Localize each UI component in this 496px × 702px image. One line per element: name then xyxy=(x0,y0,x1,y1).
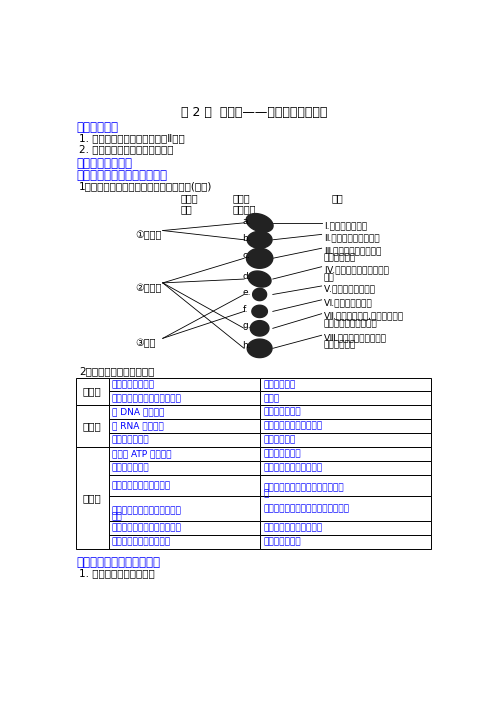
Text: 《重点知识梳理》: 《重点知识梳理》 xyxy=(76,157,132,170)
Text: 伤的细胞器，容噬病菌: 伤的细胞器，容噬病菌 xyxy=(324,319,377,328)
Text: 功能: 功能 xyxy=(332,193,343,203)
Text: 线粒体、叶绻体、核糖体: 线粒体、叶绻体、核糖体 xyxy=(263,523,322,532)
Text: 膜结构
特点: 膜结构 特点 xyxy=(181,193,198,214)
Bar xyxy=(259,496,431,521)
Text: 1．识别细胞器，明确各种细胞器的功能(连线): 1．识别细胞器，明确各种细胞器的功能(连线) xyxy=(79,181,212,191)
Text: f.: f. xyxy=(243,305,248,314)
Bar xyxy=(109,433,259,447)
Text: 保持细胞坚挨: 保持细胞坚挨 xyxy=(324,340,356,350)
Text: 脂质合成车间: 脂质合成车间 xyxy=(324,253,356,263)
Bar xyxy=(259,447,431,461)
Text: Ⅶ.「消化车间」,分解废物、衰: Ⅶ.「消化车间」,分解废物、衰 xyxy=(324,312,404,320)
Text: 胞器: 胞器 xyxy=(112,512,123,522)
Text: 线粒体、叶绻体: 线粒体、叶绻体 xyxy=(263,408,301,417)
Text: c.: c. xyxy=(243,251,250,260)
Text: Ⅱ.有氧呼吸的主要场所: Ⅱ.有氧呼吸的主要场所 xyxy=(324,233,379,242)
Text: 中心体: 中心体 xyxy=(263,394,280,403)
Text: 2．多角度比较各种细胞器: 2．多角度比较各种细胞器 xyxy=(79,366,154,376)
Bar xyxy=(109,405,259,419)
Text: ②单层膜: ②单层膜 xyxy=(135,283,162,293)
Text: 含色素的细胞器: 含色素的细胞器 xyxy=(112,435,149,444)
Text: ③无膜: ③无膜 xyxy=(135,338,156,348)
Text: Ⅳ.蛋白质的加工、分类、: Ⅳ.蛋白质的加工、分类、 xyxy=(324,265,389,274)
Polygon shape xyxy=(252,289,267,300)
Polygon shape xyxy=(248,271,271,287)
Text: Ⅵ.与有丝分裂有关: Ⅵ.与有丝分裂有关 xyxy=(324,298,372,307)
Polygon shape xyxy=(247,249,273,268)
Text: 2. 实验：观察线粒体和叶绻体。: 2. 实验：观察线粒体和叶绻体。 xyxy=(79,145,174,154)
Text: ①双层膜: ①双层膜 xyxy=(135,230,162,241)
Text: 第 2 节  细胞器——系统内的分工合作: 第 2 节 细胞器——系统内的分工合作 xyxy=(181,106,327,119)
Bar xyxy=(259,392,431,405)
Polygon shape xyxy=(246,213,273,232)
Bar xyxy=(109,447,259,461)
Text: e.: e. xyxy=(243,289,251,297)
Text: 能发生碱基互补配对的细胞器: 能发生碱基互补配对的细胞器 xyxy=(112,523,182,532)
Polygon shape xyxy=(252,305,267,317)
Bar xyxy=(109,475,259,496)
Text: 含 DNA 的细胞器: 含 DNA 的细胞器 xyxy=(112,408,164,417)
Text: h.: h. xyxy=(243,341,251,350)
Text: 与蛋白质合成、分泌相关的细: 与蛋白质合成、分泌相关的细 xyxy=(112,506,182,515)
Text: 按分布: 按分布 xyxy=(83,387,102,397)
Bar xyxy=(76,447,109,548)
Text: Ⅷ.调节细胞内的环境，: Ⅷ.调节细胞内的环境， xyxy=(324,333,387,342)
Bar xyxy=(259,378,431,392)
Text: 叶绻体、液泡: 叶绻体、液泡 xyxy=(263,435,296,444)
Text: 与主动运输有关的细胞器: 与主动运输有关的细胞器 xyxy=(112,537,171,546)
Bar xyxy=(259,461,431,475)
Text: 含 RNA 的细胞器: 含 RNA 的细胞器 xyxy=(112,422,163,430)
Polygon shape xyxy=(250,321,269,336)
Bar xyxy=(76,405,109,447)
Polygon shape xyxy=(247,232,272,249)
Polygon shape xyxy=(247,339,272,357)
Text: 包装: 包装 xyxy=(324,273,335,282)
Text: 二、各种生物膜之间的关糳: 二、各种生物膜之间的关糳 xyxy=(76,556,160,569)
Text: 与有丝分裂有关的细胞器: 与有丝分裂有关的细胞器 xyxy=(112,481,171,490)
Text: 动物和低等植物特有的细胞器: 动物和低等植物特有的细胞器 xyxy=(112,394,182,403)
Text: 核糖体、内质网、高尔基体、线粒体: 核糖体、内质网、高尔基体、线粒体 xyxy=(263,504,350,513)
Text: 细胞器
形态结构: 细胞器 形态结构 xyxy=(233,193,256,214)
Bar xyxy=(109,461,259,475)
Bar xyxy=(109,496,259,521)
Text: 1. 主要细胞器的结构和功能（Ⅱ）。: 1. 主要细胞器的结构和功能（Ⅱ）。 xyxy=(79,133,185,143)
Text: 能复制的细胞器: 能复制的细胞器 xyxy=(112,463,149,472)
Text: Ⅰ.光合作用的场所: Ⅰ.光合作用的场所 xyxy=(324,221,367,230)
Bar xyxy=(109,378,259,392)
Text: 1. 生物膜在结构上的联系: 1. 生物膜在结构上的联系 xyxy=(79,569,155,578)
Bar xyxy=(109,419,259,433)
Text: d.: d. xyxy=(243,272,251,281)
Bar xyxy=(76,378,109,405)
Text: 核糖体、线粒体、叶绻体: 核糖体、线粒体、叶绻体 xyxy=(263,422,322,430)
Text: Ⅴ.生产蛋白质的机器: Ⅴ.生产蛋白质的机器 xyxy=(324,284,376,293)
Bar xyxy=(259,521,431,535)
Bar xyxy=(259,405,431,419)
Text: 核糖体、线粒体、高尔基体、中心: 核糖体、线粒体、高尔基体、中心 xyxy=(263,483,344,492)
Text: Ⅲ.蛋白质合成和加工、: Ⅲ.蛋白质合成和加工、 xyxy=(324,246,381,255)
Text: 一、主要细胞器的结构与功能: 一、主要细胞器的结构与功能 xyxy=(76,169,167,182)
Text: 按功能: 按功能 xyxy=(83,493,102,503)
Text: 按成分: 按成分 xyxy=(83,421,102,431)
Text: 《考情解读》: 《考情解读》 xyxy=(76,121,118,134)
Bar xyxy=(109,535,259,548)
Text: 体: 体 xyxy=(263,489,269,498)
Bar xyxy=(109,392,259,405)
Text: g.: g. xyxy=(243,322,251,331)
Bar xyxy=(259,433,431,447)
Text: 植物特有的细胞器: 植物特有的细胞器 xyxy=(112,380,155,389)
Bar xyxy=(109,521,259,535)
Text: 核糖体、线粒体: 核糖体、线粒体 xyxy=(263,537,301,546)
Text: 能产生 ATP 的细胞器: 能产生 ATP 的细胞器 xyxy=(112,449,171,458)
Text: 叶绻体、液泡: 叶绻体、液泡 xyxy=(263,380,296,389)
Text: 线粒体、叶绻体、中心体: 线粒体、叶绻体、中心体 xyxy=(263,463,322,472)
Text: a.: a. xyxy=(243,218,251,227)
Bar xyxy=(259,419,431,433)
Bar xyxy=(259,475,431,496)
Text: 线粒体、叶绻体: 线粒体、叶绻体 xyxy=(263,449,301,458)
Bar xyxy=(259,535,431,548)
Text: b.: b. xyxy=(243,234,251,243)
